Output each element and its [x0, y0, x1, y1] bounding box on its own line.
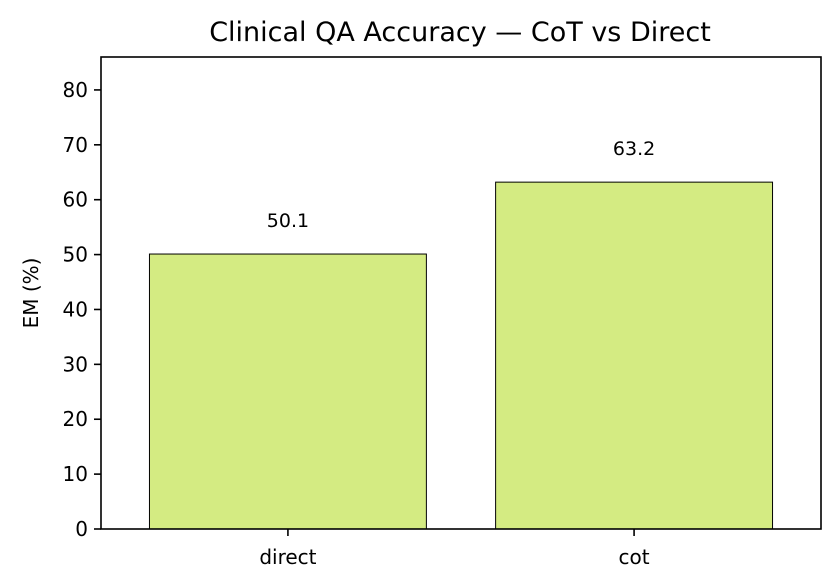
data-label-cot: 63.2: [613, 138, 655, 160]
y-tick-label-80: 80: [63, 78, 88, 102]
x-tick-label-cot: cot: [619, 545, 650, 569]
bars-group: [148, 181, 774, 530]
y-tick-label-20: 20: [63, 407, 88, 431]
y-tick-label-40: 40: [63, 297, 88, 321]
y-axis-ticks: 0 10 20 30 40 50 60 70 80: [63, 78, 101, 541]
y-tick-label-10: 10: [63, 462, 88, 486]
y-axis-label: EM (%): [19, 258, 43, 329]
x-tick-label-direct: direct: [259, 545, 316, 569]
y-tick-label-70: 70: [63, 133, 88, 157]
plot-frame: [100, 56, 822, 530]
y-tick-label-50: 50: [63, 243, 88, 267]
y-tick-label-0: 0: [75, 517, 88, 541]
y-tick-label-60: 60: [63, 188, 88, 212]
data-labels-group: 50.1 63.2: [267, 138, 655, 232]
bar-cot: [495, 181, 774, 530]
chart-title: Clinical QA Accuracy — CoT vs Direct: [209, 17, 711, 48]
y-tick-label-30: 30: [63, 352, 88, 376]
data-label-direct: 50.1: [267, 210, 309, 232]
bar-direct: [148, 253, 427, 530]
x-axis-ticks: direct cot: [259, 529, 650, 569]
